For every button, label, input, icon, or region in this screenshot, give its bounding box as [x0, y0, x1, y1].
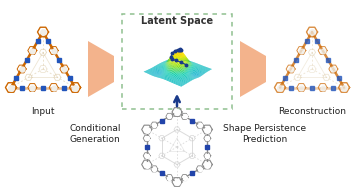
Polygon shape: [240, 41, 266, 97]
Text: Latent Space: Latent Space: [141, 16, 213, 26]
Text: Input: Input: [31, 106, 55, 115]
Bar: [122, 14, 232, 109]
Text: Conditional
Generation: Conditional Generation: [69, 124, 121, 144]
Polygon shape: [88, 41, 114, 97]
Text: Shape Persistence
Prediction: Shape Persistence Prediction: [223, 124, 307, 144]
Text: Reconstruction: Reconstruction: [278, 106, 346, 115]
